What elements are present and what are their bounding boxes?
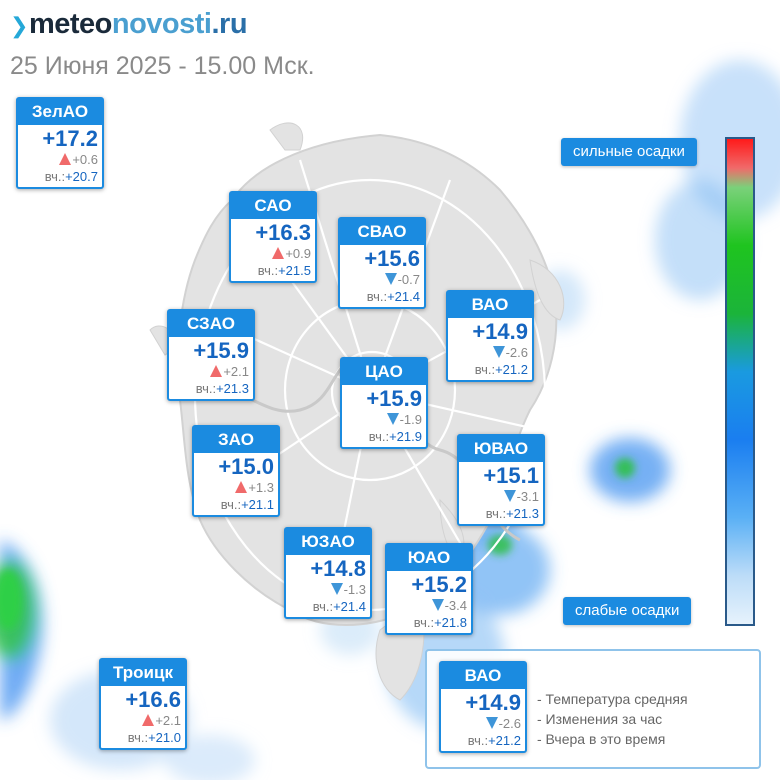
district-card-yuvao[interactable]: ЮВАО +15.1 -3.1 вч.:+21.3 xyxy=(457,434,545,526)
legend-line-hourly-change: - Изменения за час xyxy=(537,711,663,727)
district-yesterday: вч.:+21.4 xyxy=(312,599,366,614)
district-name: ЗАО xyxy=(194,427,278,453)
trend-up-icon xyxy=(59,153,72,165)
district-temp: +14.9 xyxy=(472,319,528,344)
legend-line-avg-temp: - Температура средняя xyxy=(537,691,688,707)
district-card-troitsk[interactable]: Троицк +16.6 +2.1 вч.:+21.0 xyxy=(99,658,187,750)
trend-up-icon xyxy=(210,365,223,377)
district-change: +0.6 xyxy=(18,151,102,168)
district-card-zelao[interactable]: ЗелАО +17.2 +0.6 вч.:+20.7 xyxy=(16,97,104,189)
trend-down-icon xyxy=(503,490,516,502)
district-yesterday: вч.:+21.1 xyxy=(220,497,274,512)
district-name: ЮАО xyxy=(387,545,471,571)
district-yesterday: вч.:+21.4 xyxy=(366,289,420,304)
district-temp: +16.3 xyxy=(255,220,311,245)
district-temp: +16.6 xyxy=(125,687,181,712)
district-change: +2.1 xyxy=(101,712,185,729)
district-change: -3.1 xyxy=(459,488,543,505)
trend-down-icon xyxy=(386,413,399,425)
district-temp: +15.0 xyxy=(218,454,274,479)
district-card-vao[interactable]: ВАО +14.9 -2.6 вч.:+21.2 xyxy=(446,290,534,382)
legend-sample-card: ВАО +14.9 -2.6 вч.:+21.2 xyxy=(439,661,527,753)
forecast-date: 25 Июня 2025 - 15.00 Мск. xyxy=(10,52,315,80)
precipitation-scale-bar xyxy=(725,137,755,626)
district-name: СВАО xyxy=(340,219,424,245)
scale-top-label: сильные осадки xyxy=(561,138,697,166)
district-name: ЦАО xyxy=(342,359,426,385)
trend-down-icon xyxy=(384,273,397,285)
district-name: Троицк xyxy=(101,660,185,686)
district-change: -3.4 xyxy=(387,597,471,614)
district-change: +1.3 xyxy=(194,479,278,496)
district-change: +2.1 xyxy=(169,363,253,380)
district-card-zao[interactable]: ЗАО +15.0 +1.3 вч.:+21.1 xyxy=(192,425,280,517)
district-card-yuao[interactable]: ЮАО +15.2 -3.4 вч.:+21.8 xyxy=(385,543,473,635)
district-yesterday: вч.:+20.7 xyxy=(44,169,98,184)
site-logo[interactable]: ❯meteonovosti.ru xyxy=(10,8,248,41)
legend-line-yesterday: - Вчера в это время xyxy=(537,731,666,747)
district-yesterday: вч.:+21.8 xyxy=(413,615,467,630)
district-card-svao[interactable]: СВАО +15.6 -0.7 вч.:+21.4 xyxy=(338,217,426,309)
district-yesterday: вч.:+21.9 xyxy=(368,429,422,444)
district-yesterday: вч.:+21.3 xyxy=(195,381,249,396)
legend-sample-temp: +14.9 xyxy=(465,690,521,715)
district-temp: +15.9 xyxy=(193,338,249,363)
trend-down-icon xyxy=(431,599,444,611)
trend-up-icon xyxy=(272,247,285,259)
legend-sample-change: -2.6 xyxy=(441,715,525,732)
district-temp: +15.1 xyxy=(483,463,539,488)
logo-mark-icon: ❯ xyxy=(10,13,28,38)
logo-novosti: novosti xyxy=(111,8,212,40)
district-temp: +15.2 xyxy=(411,572,467,597)
legend-sample-yesterday: вч.:+21.2 xyxy=(467,733,521,748)
trend-down-icon xyxy=(485,717,498,729)
scale-bottom-label: слабые осадки xyxy=(563,597,692,625)
district-change: -0.7 xyxy=(340,271,424,288)
legend-sample-name: ВАО xyxy=(441,663,525,689)
district-card-szao[interactable]: СЗАО +15.9 +2.1 вч.:+21.3 xyxy=(167,309,255,401)
district-temp: +15.9 xyxy=(366,386,422,411)
district-change: -2.6 xyxy=(448,344,532,361)
district-change: -1.3 xyxy=(286,581,370,598)
district-yesterday: вч.:+21.3 xyxy=(485,506,539,521)
district-card-cao[interactable]: ЦАО +15.9 -1.9 вч.:+21.9 xyxy=(340,357,428,449)
district-yesterday: вч.:+21.5 xyxy=(257,263,311,278)
logo-tld: .ru xyxy=(211,8,248,40)
district-name: ВАО xyxy=(448,292,532,318)
legend-lines: - Температура средняя - Изменения за час… xyxy=(537,689,688,749)
trend-up-icon xyxy=(142,714,155,726)
district-name: ЗелАО xyxy=(18,99,102,125)
district-card-sao[interactable]: САО +16.3 +0.9 вч.:+21.5 xyxy=(229,191,317,283)
trend-up-icon xyxy=(235,481,248,493)
district-yesterday: вч.:+21.0 xyxy=(127,730,181,745)
legend: ВАО +14.9 -2.6 вч.:+21.2 - Температура с… xyxy=(425,649,761,769)
district-name: ЮВАО xyxy=(459,436,543,462)
district-card-yuzao[interactable]: ЮЗАО +14.8 -1.3 вч.:+21.4 xyxy=(284,527,372,619)
district-temp: +15.6 xyxy=(364,246,420,271)
district-name: СЗАО xyxy=(169,311,253,337)
trend-down-icon xyxy=(492,346,505,358)
district-change: +0.9 xyxy=(231,245,315,262)
district-temp: +17.2 xyxy=(42,126,98,151)
district-yesterday: вч.:+21.2 xyxy=(474,362,528,377)
district-temp: +14.8 xyxy=(310,556,366,581)
district-name: ЮЗАО xyxy=(286,529,370,555)
trend-down-icon xyxy=(330,583,343,595)
district-name: САО xyxy=(231,193,315,219)
district-change: -1.9 xyxy=(342,411,426,428)
logo-meteo: meteo xyxy=(28,8,112,40)
